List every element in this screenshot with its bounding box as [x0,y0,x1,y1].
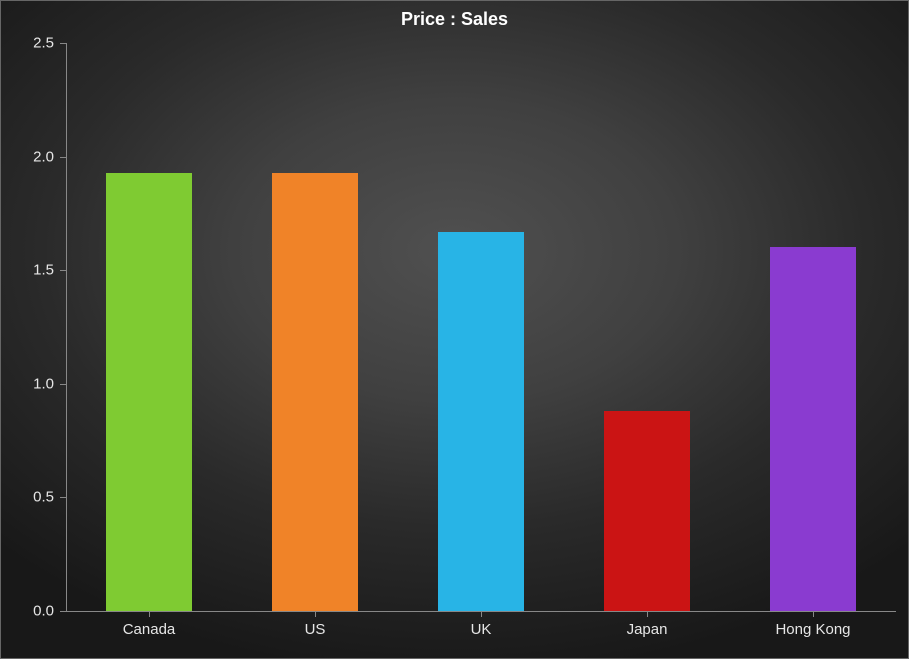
bar [604,411,690,611]
y-axis-label: 0.5 [1,489,54,506]
x-tick-mark [149,611,150,617]
y-axis-label: 1.5 [1,262,54,279]
y-tick-mark [60,157,66,158]
x-tick-mark [315,611,316,617]
y-tick-mark [60,270,66,271]
y-axis-label: 2.0 [1,148,54,165]
bar [770,247,856,611]
x-tick-mark [813,611,814,617]
y-tick-mark [60,43,66,44]
y-axis-line [66,43,67,611]
x-axis-label: Hong Kong [730,621,896,638]
x-tick-mark [647,611,648,617]
x-tick-mark [481,611,482,617]
x-axis-label: Japan [564,621,730,638]
chart-container: Price : Sales 0.0 0.5 1.0 1.5 2.0 2.5 CanadaUS… [0,0,909,659]
x-axis-label: UK [398,621,564,638]
y-axis-label: 0.0 [1,603,54,620]
bar [272,173,358,611]
y-tick-mark [60,384,66,385]
y-axis-label: 2.5 [1,35,54,52]
y-tick-mark [60,611,66,612]
x-axis-label: US [232,621,398,638]
y-tick-mark [60,497,66,498]
bar [438,232,524,611]
plot-area [66,43,896,611]
y-axis-label: 1.0 [1,375,54,392]
bar [106,173,192,611]
x-axis-label: Canada [66,621,232,638]
chart-title: Price : Sales [1,9,908,30]
